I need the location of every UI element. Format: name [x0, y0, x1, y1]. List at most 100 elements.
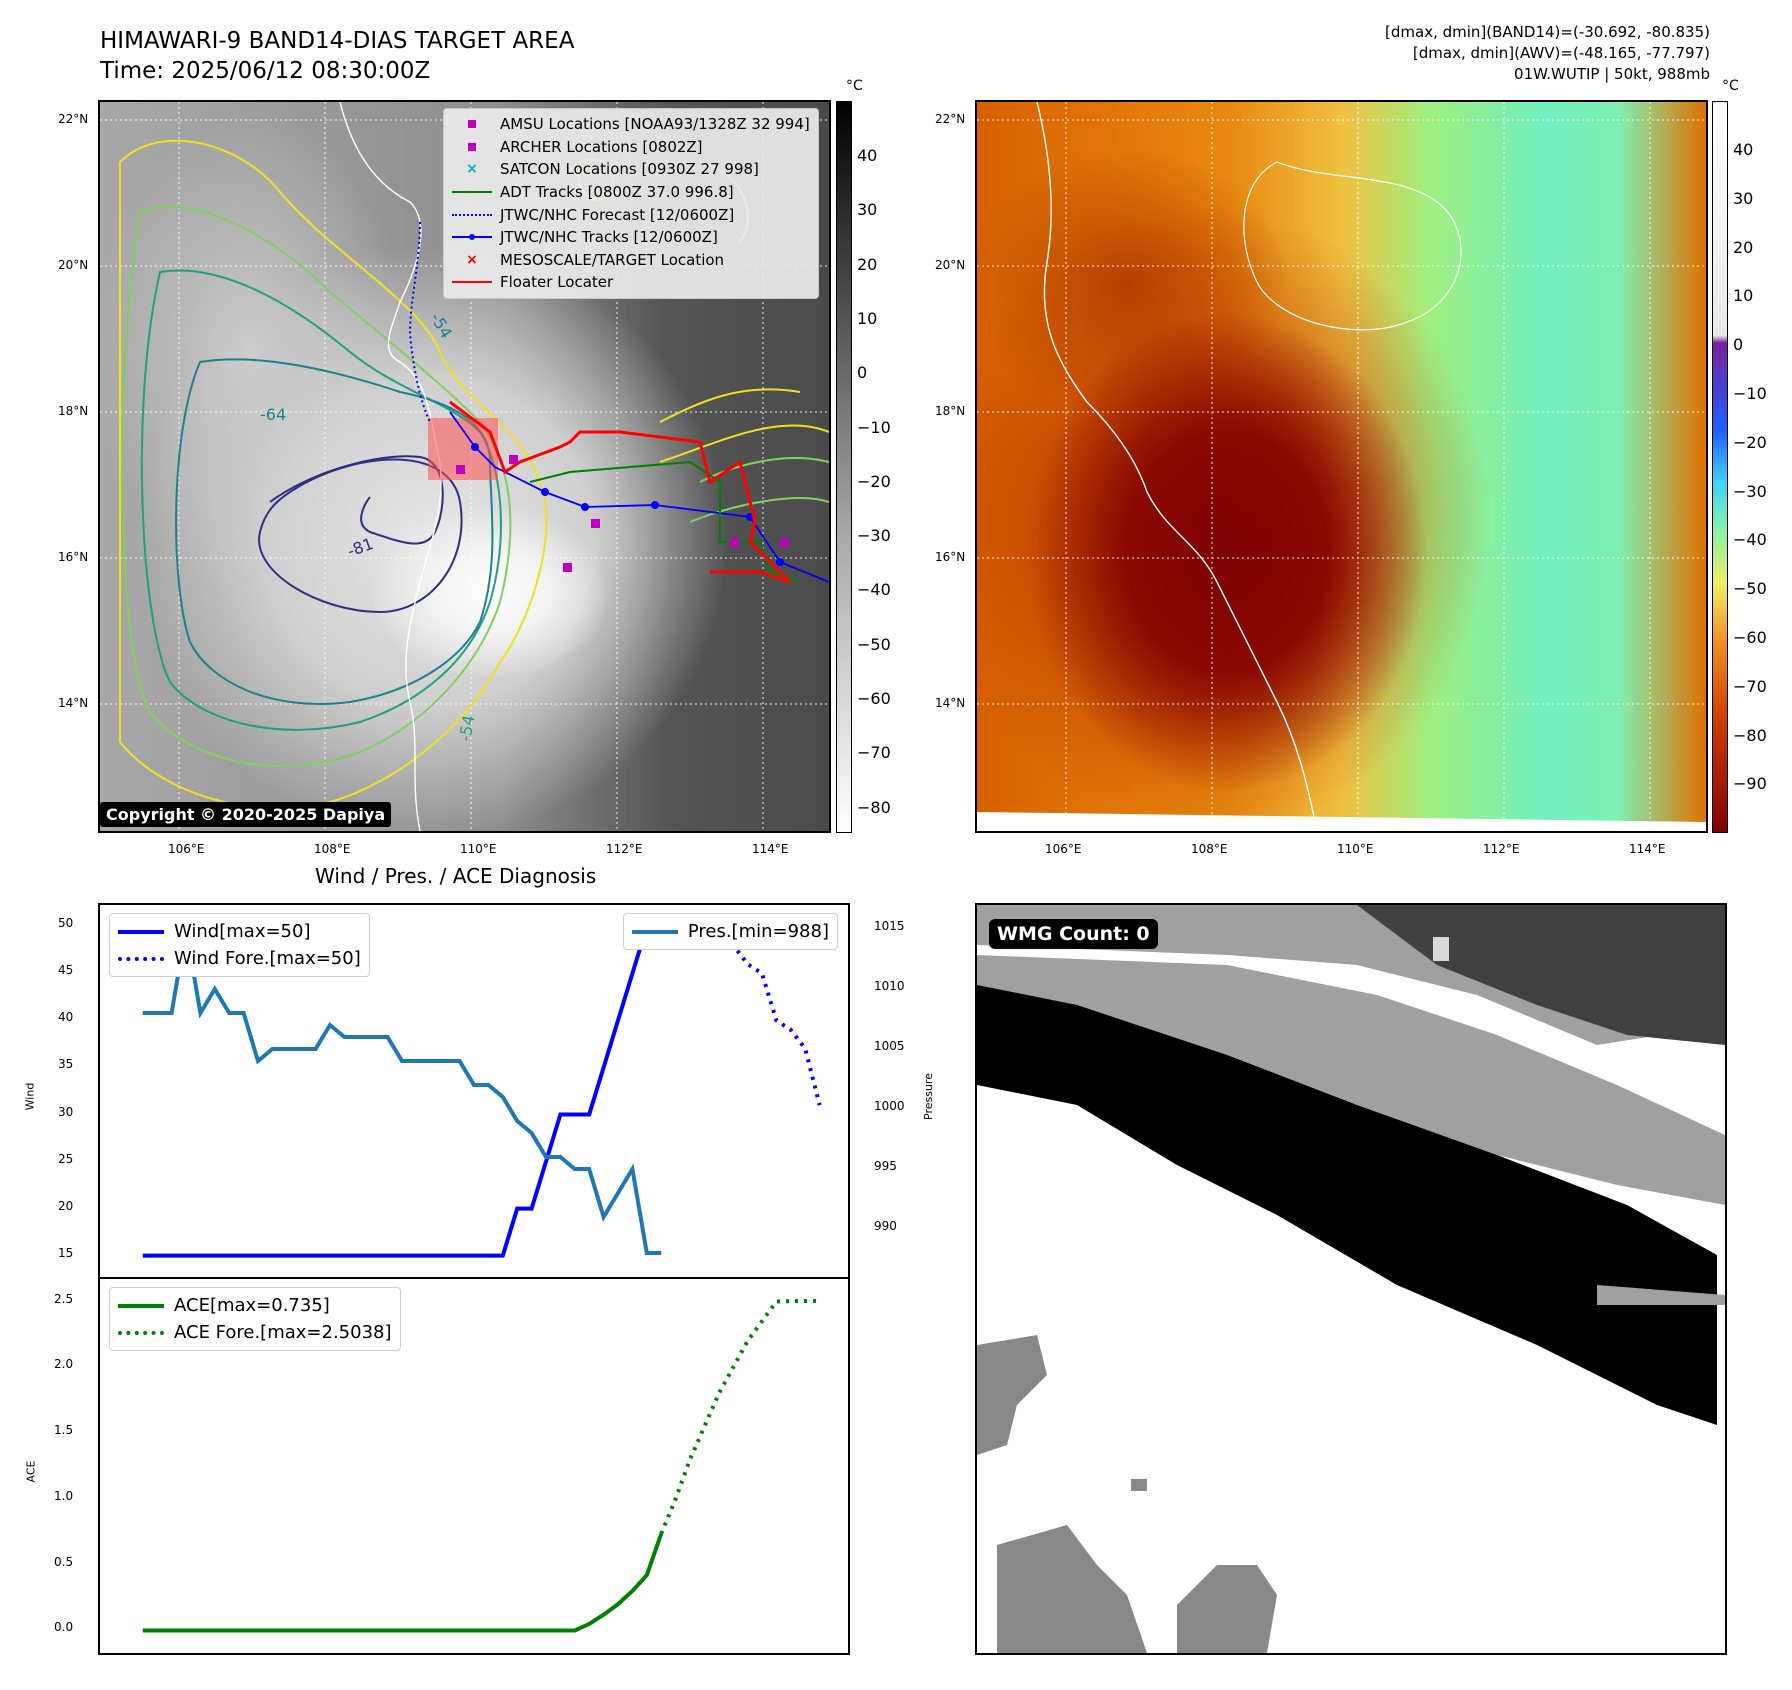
awv-map-panel	[975, 100, 1708, 833]
legend-item: Wind[max=50]	[118, 918, 361, 945]
ace-tick: 0.0	[54, 1620, 73, 1634]
lon-tick: 112°E	[606, 842, 643, 856]
legend-item: Floater Locater	[452, 271, 810, 294]
lat-tick: 20°N	[58, 258, 88, 272]
ace-legend: ACE[max=0.735] ACE Fore.[max=2.5038]	[109, 1287, 401, 1351]
lat-tick: 22°N	[935, 112, 965, 126]
wmg-panel: WMG Count: 0	[975, 903, 1727, 1655]
ace-tick: 2.5	[54, 1292, 73, 1306]
colorbar-tick: −40	[1733, 530, 1767, 549]
wind-tick: 30	[58, 1105, 73, 1119]
lat-tick: 14°N	[935, 696, 965, 710]
legend-item: JTWC/NHC Forecast [12/0600Z]	[452, 203, 810, 226]
lon-tick: 106°E	[168, 842, 205, 856]
colorbar-tick: 10	[1733, 286, 1753, 305]
wind-tick: 35	[58, 1057, 73, 1071]
colorbar-tick: 30	[857, 200, 877, 219]
x-marker-icon: ×	[452, 162, 492, 176]
wmg-grid	[977, 905, 1725, 1653]
wind-tick: 50	[58, 916, 73, 930]
ace-panel: ACE[max=0.735] ACE Fore.[max=2.5038]	[98, 1277, 850, 1655]
pressure-tick: 995	[874, 1159, 897, 1173]
square-marker-icon	[452, 117, 492, 131]
dotted-line-icon	[118, 1328, 164, 1338]
copyright-label: Copyright © 2020-2025 Dapiya	[100, 802, 391, 827]
contour-label: -81	[345, 534, 376, 561]
pressure-tick: 1010	[874, 979, 905, 993]
pressure-tick: 1005	[874, 1039, 905, 1053]
ace-forecast-line	[661, 1301, 819, 1534]
colorbar-tick: −80	[857, 798, 891, 817]
ir-map-legend: AMSU Locations [NOAA93/1328Z 32 994] ARC…	[443, 108, 819, 299]
line-dot-icon	[452, 230, 492, 244]
colorbar-tick: −30	[1733, 482, 1767, 501]
awv-colorbar	[1712, 101, 1728, 833]
lat-tick: 18°N	[935, 404, 965, 418]
wind-legend: Wind[max=50] Wind Fore.[max=50]	[109, 913, 370, 977]
solid-line-icon	[452, 185, 492, 199]
colorbar-tick: −90	[1733, 774, 1767, 793]
legend-item: ADT Tracks [0800Z 37.0 996.8]	[452, 181, 810, 204]
solid-line-icon	[452, 275, 492, 289]
pressure-axis-label: Pressure	[922, 1073, 935, 1120]
colorbar-tick: 20	[1733, 238, 1753, 257]
ir-map-panel: -54 -64 -81 -54 AMSU Locations [NOAA93/1…	[98, 100, 831, 833]
legend-item: AMSU Locations [NOAA93/1328Z 32 994]	[452, 113, 810, 136]
solid-line-icon	[118, 1301, 164, 1311]
colorbar-tick: −10	[857, 418, 891, 437]
colorbar-tick: 0	[857, 363, 867, 382]
ace-tick: 2.0	[54, 1357, 73, 1371]
pressure-tick: 990	[874, 1219, 897, 1233]
wind-axis-label: Wind	[23, 1083, 36, 1111]
lat-tick: 16°N	[58, 550, 88, 564]
colorbar-tick: 0	[1733, 335, 1743, 354]
dotted-line-icon	[452, 208, 492, 222]
wind-tick: 20	[58, 1199, 73, 1213]
colorbar-tick: −40	[857, 580, 891, 599]
wind-tick: 40	[58, 1010, 73, 1024]
pressure-tick: 1000	[874, 1099, 905, 1113]
colorbar-tick: 30	[1733, 189, 1753, 208]
lon-tick: 110°E	[460, 842, 497, 856]
square-marker-icon	[452, 140, 492, 154]
ace-tick: 1.5	[54, 1423, 73, 1437]
colorbar-tick: −70	[1733, 677, 1767, 696]
x-marker-icon: ×	[452, 253, 492, 267]
lon-tick: 114°E	[1629, 842, 1666, 856]
legend-item: ACE Fore.[max=2.5038]	[118, 1319, 392, 1346]
lat-tick: 20°N	[935, 258, 965, 272]
colorbar-tick: 40	[1733, 140, 1753, 159]
colorbar-unit: °C	[1722, 78, 1739, 94]
wind-pressure-panel: Wind[max=50] Wind Fore.[max=50] Pres.[mi…	[98, 903, 850, 1279]
wind-tick: 25	[58, 1152, 73, 1166]
ir-colorbar	[836, 101, 852, 833]
lat-tick: 16°N	[935, 550, 965, 564]
lat-tick: 22°N	[58, 112, 88, 126]
lon-tick: 108°E	[1191, 842, 1228, 856]
figure-info: [dmax, dmin](BAND14)=(-30.692, -80.835) …	[1385, 22, 1710, 85]
colorbar-tick: −60	[1733, 628, 1767, 647]
wind-tick: 15	[58, 1246, 73, 1260]
colorbar-tick: −50	[1733, 579, 1767, 598]
dotted-line-icon	[118, 954, 164, 964]
legend-item: × MESOSCALE/TARGET Location	[452, 249, 810, 272]
lon-tick: 106°E	[1045, 842, 1082, 856]
solid-line-icon	[118, 927, 164, 937]
wind-tick: 45	[58, 963, 73, 977]
pressure-tick: 1015	[874, 919, 905, 933]
lon-tick: 112°E	[1483, 842, 1520, 856]
colorbar-tick: −20	[857, 472, 891, 491]
colorbar-tick: −10	[1733, 384, 1767, 403]
colorbar-tick: −50	[857, 635, 891, 654]
wmg-count-label: WMG Count: 0	[989, 919, 1158, 949]
legend-item: JTWC/NHC Tracks [12/0600Z]	[452, 226, 810, 249]
colorbar-tick: 10	[857, 309, 877, 328]
colorbar-tick: 20	[857, 255, 877, 274]
diagnosis-title: Wind / Pres. / ACE Diagnosis	[315, 864, 596, 888]
lon-tick: 114°E	[752, 842, 789, 856]
colorbar-tick: −70	[857, 743, 891, 762]
figure-title: HIMAWARI-9 BAND14-DIAS TARGET AREA Time:…	[100, 26, 574, 86]
ace-tick: 0.5	[54, 1555, 73, 1569]
colorbar-tick: −30	[857, 526, 891, 545]
legend-item: × SATCON Locations [0930Z 27 998]	[452, 158, 810, 181]
